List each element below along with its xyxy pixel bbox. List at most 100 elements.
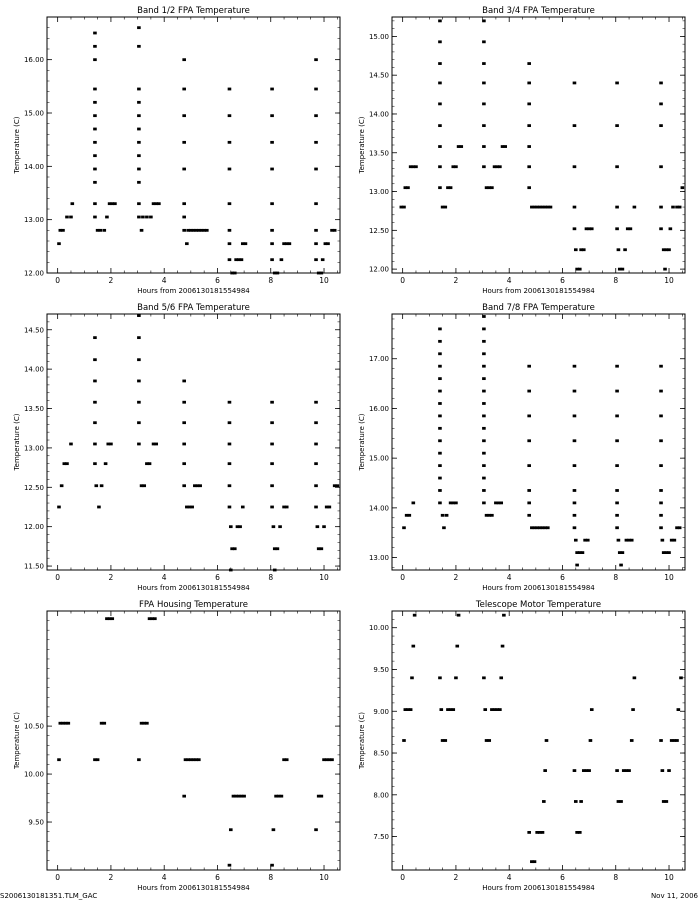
data-point bbox=[451, 708, 456, 711]
data-point bbox=[438, 352, 442, 356]
data-point bbox=[139, 721, 144, 725]
data-point bbox=[543, 769, 547, 772]
data-point bbox=[617, 551, 622, 554]
data-point bbox=[482, 315, 486, 318]
data-point bbox=[234, 258, 238, 262]
data-point bbox=[235, 525, 240, 529]
data-point bbox=[316, 547, 321, 551]
data-point bbox=[406, 708, 410, 711]
data-point bbox=[410, 676, 414, 680]
data-point bbox=[182, 228, 186, 232]
data-point bbox=[227, 258, 232, 262]
x-axis-label: Hours from 2006130181554984 bbox=[137, 287, 250, 295]
data-point bbox=[527, 124, 531, 128]
x-axis-label: Hours from 2006130181554984 bbox=[137, 584, 250, 592]
data-point bbox=[659, 489, 663, 492]
data-point bbox=[186, 228, 190, 232]
data-point bbox=[202, 228, 206, 232]
x-tick-label: 10 bbox=[319, 573, 329, 582]
data-point bbox=[137, 26, 141, 30]
data-point bbox=[438, 451, 442, 455]
chart-panel-5: FPA Housing Temperature 0 2 4 6 8 10 9.50 10.00 1… bbox=[13, 600, 341, 892]
x-tick-label: 0 bbox=[400, 573, 405, 582]
data-point bbox=[239, 258, 244, 262]
data-point bbox=[623, 248, 627, 252]
data-point bbox=[664, 551, 669, 554]
data-point bbox=[659, 501, 663, 505]
chart-panel-3: Band 5/6 FPA Temperature 0 2 4 6 8 10 11.50 12.0… bbox=[13, 303, 341, 592]
data-point bbox=[530, 860, 534, 864]
data-point bbox=[482, 81, 486, 85]
data-point bbox=[438, 124, 442, 128]
data-point bbox=[532, 205, 537, 209]
y-tick-label: 12.00 bbox=[24, 523, 44, 531]
data-point bbox=[137, 202, 141, 206]
x-tick-label: 8 bbox=[613, 873, 618, 882]
data-point bbox=[110, 617, 115, 621]
data-point bbox=[572, 364, 577, 368]
data-point bbox=[575, 267, 579, 271]
data-point bbox=[102, 228, 107, 232]
y-tick-label: 14.00 bbox=[369, 110, 389, 118]
data-point bbox=[500, 145, 505, 148]
data-point bbox=[319, 547, 324, 551]
data-point bbox=[482, 464, 486, 468]
data-point bbox=[502, 613, 506, 617]
data-point bbox=[323, 242, 328, 246]
data-point bbox=[412, 613, 417, 617]
x-tick-label: 4 bbox=[507, 573, 512, 582]
data-point bbox=[319, 271, 324, 275]
x-tick-label: 10 bbox=[664, 573, 674, 582]
data-point bbox=[484, 186, 489, 190]
data-point bbox=[663, 267, 667, 271]
data-point bbox=[137, 314, 141, 317]
data-point bbox=[97, 505, 101, 509]
data-point bbox=[527, 389, 531, 393]
data-point bbox=[275, 271, 280, 275]
x-tick-label: 0 bbox=[400, 873, 405, 882]
data-point bbox=[573, 800, 578, 803]
data-point bbox=[327, 758, 332, 762]
data-point bbox=[532, 860, 537, 864]
data-point bbox=[616, 538, 621, 542]
data-point bbox=[438, 186, 442, 190]
data-point bbox=[205, 228, 209, 232]
data-point bbox=[113, 202, 117, 206]
data-point bbox=[573, 538, 578, 542]
data-point bbox=[107, 202, 112, 206]
data-point bbox=[659, 414, 663, 418]
data-point bbox=[482, 489, 486, 492]
x-axis-label: Hours from 2006130181554984 bbox=[482, 584, 595, 592]
plot-frame bbox=[46, 610, 341, 871]
data-point bbox=[182, 484, 186, 488]
data-point bbox=[575, 551, 579, 554]
data-point bbox=[141, 215, 145, 219]
plot-frame bbox=[391, 16, 686, 274]
data-point bbox=[615, 489, 619, 492]
y-tick-label: 10.00 bbox=[369, 624, 389, 632]
data-point bbox=[438, 339, 442, 343]
x-tick-label: 8 bbox=[613, 573, 618, 582]
data-point bbox=[284, 505, 289, 509]
data-point bbox=[454, 676, 458, 680]
data-point bbox=[183, 758, 188, 762]
y-tick-label: 12.00 bbox=[369, 266, 389, 274]
data-point bbox=[659, 513, 663, 517]
data-point bbox=[272, 547, 277, 551]
y-tick-label: 14.00 bbox=[24, 366, 44, 374]
plot-frame bbox=[46, 313, 341, 571]
data-point bbox=[572, 513, 577, 517]
y-tick-label: 17.00 bbox=[369, 355, 389, 363]
data-point bbox=[627, 769, 631, 772]
data-point bbox=[137, 180, 141, 184]
data-point bbox=[548, 205, 553, 209]
data-point bbox=[572, 526, 577, 530]
data-point bbox=[676, 708, 681, 711]
data-point bbox=[270, 258, 274, 262]
data-point bbox=[629, 538, 634, 542]
data-point bbox=[182, 442, 186, 446]
y-tick-label: 12.00 bbox=[24, 270, 44, 278]
data-point bbox=[438, 145, 442, 148]
data-point bbox=[482, 402, 486, 405]
data-point bbox=[137, 758, 141, 762]
